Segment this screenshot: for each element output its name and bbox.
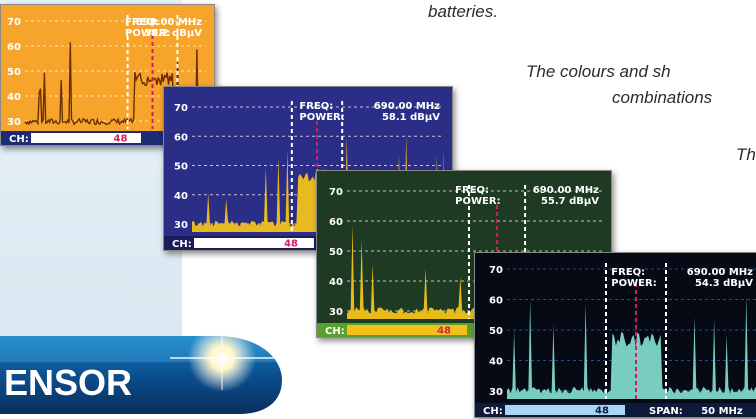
power-value: 55.7 dBµV: [541, 196, 599, 207]
spectrum-screen-black: 70 60 50 40 30 FREQ: 690.00 MHz POWER: 54.3 dBµV…: [474, 252, 756, 418]
y-tick-label: 60: [489, 296, 503, 307]
y-tick-label: 50: [174, 162, 188, 173]
span-value: 50 MHz: [701, 406, 743, 417]
ch-value: 48: [284, 239, 298, 250]
power-label: POWER:: [299, 112, 344, 123]
span-label: SPAN:: [649, 406, 683, 417]
y-tick-label: 50: [7, 67, 21, 78]
y-tick-label: 40: [7, 92, 21, 103]
y-tick-label: 30: [7, 117, 21, 128]
y-tick-label: 60: [174, 132, 188, 143]
channel-field: [31, 133, 141, 143]
y-tick-label: 60: [7, 42, 21, 53]
ch-value: 48: [595, 406, 609, 417]
y-tick-label: 50: [489, 326, 503, 337]
caption-line-1: batteries.: [428, 2, 498, 21]
freq-label: FREQ:: [299, 101, 333, 112]
logo-text: ENSOR: [4, 362, 132, 403]
y-tick-label: 30: [174, 220, 188, 231]
channel-field: [194, 238, 314, 248]
sensor-logo: ENSOR: [0, 318, 300, 414]
power-label: POWER:: [611, 278, 656, 289]
caption-line-2: The colours and sh: [526, 62, 671, 81]
power-value: 58.2 dBµV: [144, 28, 202, 39]
freq-value: 690.00 MHz: [374, 101, 440, 112]
power-label: POWER:: [455, 196, 500, 207]
y-tick-label: 40: [329, 277, 343, 288]
ch-value: 48: [437, 326, 451, 337]
channel-field: [347, 325, 467, 335]
y-tick-label: 40: [174, 191, 188, 202]
freq-value: 690.00 MHz: [136, 17, 202, 28]
y-tick-label: 60: [329, 217, 343, 228]
freq-label: FREQ:: [125, 17, 159, 28]
sensor-logo-graphic: ENSOR: [0, 324, 282, 414]
y-tick-label: 50: [329, 247, 343, 258]
power-value: 58.1 dBµV: [382, 112, 440, 123]
spectrum-area: [507, 296, 756, 399]
ch-label: CH:: [325, 326, 345, 337]
spectrum-screen-orange: 70 60 50 40 30 FREQ: 690.00 MHz POWER: 58.2 dBµV…: [0, 4, 215, 146]
spectrum-chart-black: 70 60 50 40 30 FREQ: 690.00 MHz POWER: 54.3 dBµV…: [475, 253, 756, 417]
freq-label: FREQ:: [455, 185, 489, 196]
power-value: 54.3 dBµV: [695, 278, 753, 289]
freq-value: 690.00 MHz: [687, 267, 753, 278]
y-tick-label: 70: [7, 17, 21, 28]
y-tick-label: 40: [489, 357, 503, 368]
caption-line-3: combinations: [612, 88, 713, 107]
freq-value: 690.00 MHz: [533, 185, 599, 196]
y-tick-label: 30: [489, 387, 503, 398]
ch-label: CH:: [172, 239, 192, 250]
ch-label: CH:: [483, 406, 503, 417]
ch-label: CH:: [9, 134, 29, 145]
y-tick-label: 70: [489, 265, 503, 276]
y-tick-label: 30: [329, 307, 343, 318]
ch-value: 48: [114, 134, 128, 145]
spectrum-area: [347, 224, 603, 319]
freq-label: FREQ:: [611, 267, 645, 278]
caption-line-4: Th: [736, 145, 756, 164]
y-tick-label: 70: [329, 187, 343, 198]
power-label: POWER:: [125, 28, 170, 39]
y-tick-label: 70: [174, 103, 188, 114]
channel-field: [505, 405, 625, 415]
